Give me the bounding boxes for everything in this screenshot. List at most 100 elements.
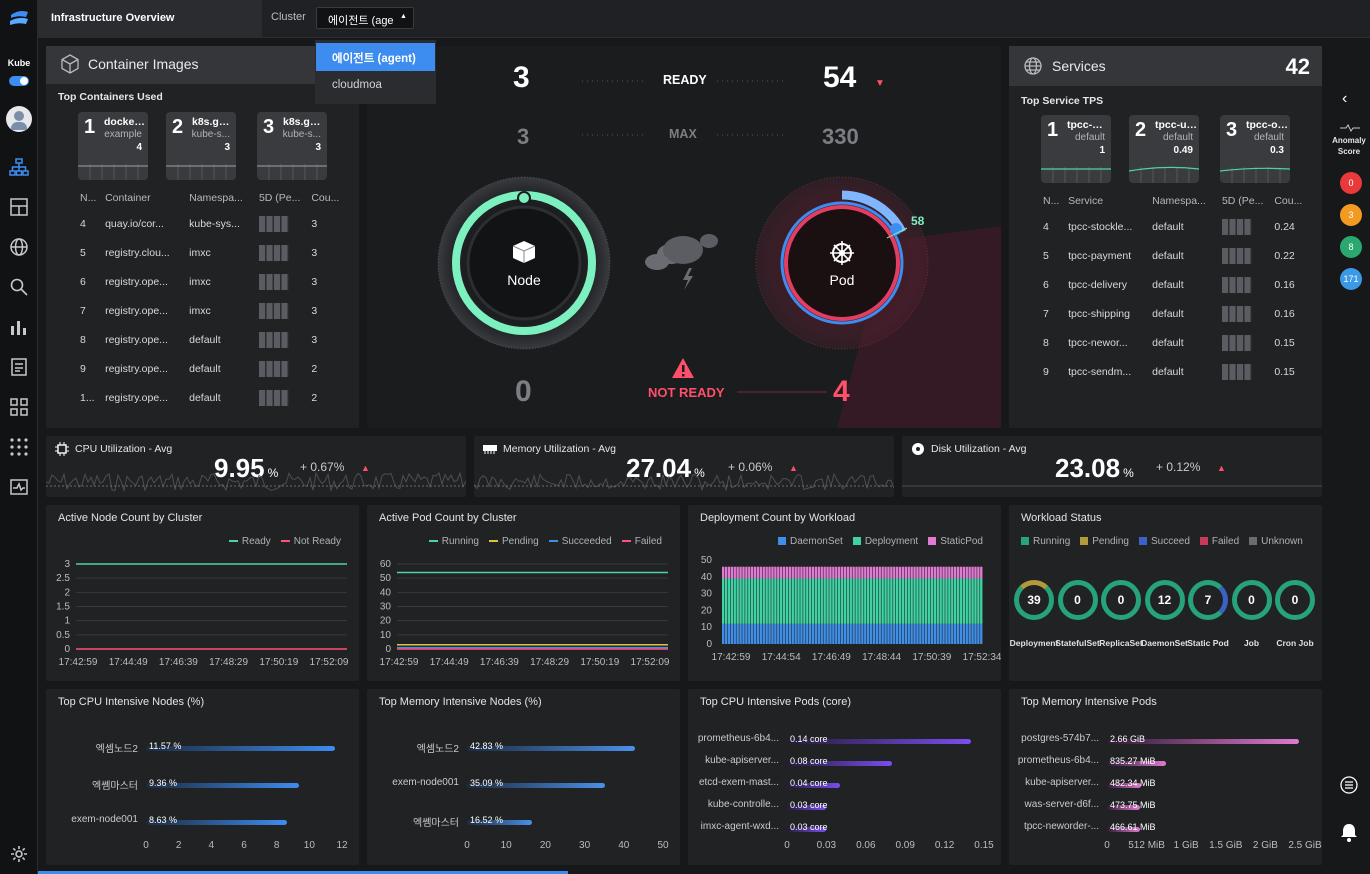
container-table-row[interactable]: 9 registry.ope... default 2: [76, 354, 351, 383]
service-column-header[interactable]: 5D (Pe...: [1221, 195, 1264, 207]
topology-icon[interactable]: [9, 157, 29, 177]
dropdown-option-agent[interactable]: 에이전트 (agent): [316, 43, 435, 71]
service-table-row[interactable]: 7 tpcc-shipping default 0.16: [1039, 299, 1314, 328]
service-column-header[interactable]: N...: [1043, 195, 1060, 207]
node-label[interactable]: Node: [507, 272, 541, 288]
container-table-row[interactable]: 7 registry.ope... imxc 3: [76, 296, 351, 325]
settings-gear-icon[interactable]: [9, 844, 29, 864]
cpu-nodes-bar[interactable]: [146, 746, 335, 751]
deployment-legend-item[interactable]: DaemonSet: [778, 536, 843, 547]
workload-legend-item[interactable]: Succeed: [1138, 536, 1190, 547]
container-card[interactable]: 1 docker.... example 4: [78, 112, 148, 180]
service-table-row[interactable]: 5 tpcc-payment default 0.22: [1039, 241, 1314, 270]
pod-count-legend-item[interactable]: Running: [428, 536, 479, 547]
container-column-header[interactable]: 5D (Pe...: [258, 192, 301, 204]
notification-bell-icon[interactable]: [1340, 822, 1358, 842]
cpu-nodes-bar[interactable]: [146, 820, 287, 825]
node-count-legend-item[interactable]: Ready: [228, 536, 271, 547]
deployment-bar-segment: [959, 578, 963, 624]
mem-nodes-bar[interactable]: [467, 820, 532, 825]
service-table-row[interactable]: 8 tpcc-newor... default 0.15: [1039, 328, 1314, 357]
cpu-pods-bar[interactable]: [787, 761, 893, 766]
anomaly-critical-badge[interactable]: 0: [1340, 172, 1362, 194]
workload-ring[interactable]: 39: [1014, 580, 1054, 620]
dropdown-option-cloudmoa[interactable]: cloudmoa: [316, 73, 435, 99]
monitor-pulse-icon[interactable]: [9, 477, 29, 497]
apps-icon[interactable]: [9, 437, 29, 457]
mem-nodes-bar[interactable]: [467, 746, 635, 751]
mem-pods-bar[interactable]: [1107, 783, 1141, 788]
workload-ring-value: 0: [1291, 593, 1299, 607]
cpu-pods-bar[interactable]: [787, 827, 827, 832]
service-table-row[interactable]: 9 tpcc-sendm... default 0.15: [1039, 357, 1314, 386]
workload-legend-item[interactable]: Running: [1021, 536, 1070, 547]
deployment-legend-item[interactable]: StaticPod: [928, 536, 983, 547]
cpu-pods-bar[interactable]: [787, 783, 840, 788]
container-table-row[interactable]: 6 registry.ope... imxc 3: [76, 267, 351, 296]
collapse-chevron-icon[interactable]: ‹: [1342, 90, 1348, 107]
node-count-legend-item[interactable]: Not Ready: [280, 536, 341, 547]
workload-legend-item[interactable]: Unknown: [1249, 536, 1303, 547]
kube-toggle[interactable]: [9, 76, 29, 86]
pod-count-legend-item[interactable]: Pending: [489, 536, 539, 547]
service-card[interactable]: 2 tpcc-us... default 0.49: [1129, 115, 1199, 183]
service-column-header[interactable]: Namespa...: [1152, 195, 1206, 207]
anomaly-info-badge[interactable]: 171: [1340, 268, 1362, 290]
anomaly-warning-badge[interactable]: 3: [1340, 204, 1362, 226]
container-table-row[interactable]: 5 registry.clou... imxc 3: [76, 238, 351, 267]
container-column-header[interactable]: Namespa...: [189, 192, 243, 204]
container-column-header[interactable]: N...: [80, 192, 97, 204]
container-card[interactable]: 3 k8s.gcr....kube-s... 3: [257, 112, 327, 180]
container-table-row[interactable]: 1... registry.ope... default 2: [76, 383, 351, 412]
report-icon[interactable]: [9, 357, 29, 377]
anomaly-normal-badge[interactable]: 8: [1340, 236, 1362, 258]
workload-ring[interactable]: 0: [1101, 580, 1141, 620]
cluster-select[interactable]: 에이전트 (age ▲: [316, 7, 414, 29]
deployment-bar-segment: [838, 623, 841, 644]
workload-ring[interactable]: 0: [1275, 580, 1315, 620]
workload-ring[interactable]: 7: [1188, 580, 1228, 620]
pod-count-legend-item[interactable]: Succeeded: [548, 536, 612, 547]
container-table-row[interactable]: 8 registry.ope... default 3: [76, 325, 351, 354]
service-table-row[interactable]: 6 tpcc-delivery default 0.16: [1039, 270, 1314, 299]
service-row-sparkline: [1221, 276, 1252, 293]
service-card[interactable]: 1 tpcc-m... default 1: [1041, 115, 1111, 183]
workload-ring[interactable]: 0: [1057, 580, 1098, 620]
layout-icon[interactable]: [9, 197, 29, 217]
pod-count-legend-item[interactable]: Failed: [621, 536, 662, 547]
service-column-header[interactable]: Cou...: [1274, 195, 1303, 207]
workload-legend-item[interactable]: Failed: [1199, 536, 1239, 547]
container-column-header[interactable]: Cou...: [311, 192, 340, 204]
user-avatar-icon[interactable]: [6, 106, 32, 132]
deployment-count-chart: 0 10 20 30 40 50 17:42:59 17:44:54 17:46:49 17:48…: [701, 555, 1001, 663]
mem-pods-bar[interactable]: [1107, 739, 1299, 744]
cpu-nodes-bar[interactable]: [146, 783, 299, 788]
mem-pods-bar[interactable]: [1107, 805, 1141, 810]
container-table-row[interactable]: 4 quay.io/cor... kube-sys... 3: [76, 209, 351, 238]
deployment-bar-segment: [959, 566, 963, 579]
mem-pods-bar[interactable]: [1107, 827, 1140, 832]
list-menu-icon[interactable]: [1340, 776, 1358, 794]
container-card[interactable]: 2 k8s.gcr....kube-s... 3: [166, 112, 236, 180]
pod-label[interactable]: Pod: [829, 272, 855, 288]
container-card-name: k8s.gcr....: [192, 116, 234, 128]
cpu-pods-bar[interactable]: [787, 739, 971, 744]
service-card[interactable]: 3 tpcc-or... default 0.3: [1220, 115, 1290, 183]
deployment-bar-segment: [727, 566, 731, 579]
workload-ring[interactable]: 12: [1144, 580, 1185, 620]
search-icon[interactable]: [9, 277, 29, 297]
mem-pods-bar[interactable]: [1107, 761, 1166, 766]
workload-legend-item[interactable]: Pending: [1080, 536, 1129, 547]
cpu-pods-bar[interactable]: [787, 805, 827, 810]
deployment-legend-item[interactable]: Deployment: [852, 536, 918, 547]
service-column-header[interactable]: Service: [1068, 195, 1104, 207]
service-table-row[interactable]: 4 tpcc-stockle... default 0.24: [1039, 212, 1314, 241]
mem-nodes-bar[interactable]: [467, 783, 605, 788]
app-logo[interactable]: [8, 9, 30, 29]
dashboard-grid-icon[interactable]: [9, 397, 29, 417]
workload-ring[interactable]: 0: [1231, 580, 1272, 620]
deployment-bar-segment: [954, 623, 957, 644]
bar-chart-icon[interactable]: [9, 317, 29, 337]
globe-icon[interactable]: [9, 237, 29, 257]
container-column-header[interactable]: Container: [105, 192, 151, 204]
